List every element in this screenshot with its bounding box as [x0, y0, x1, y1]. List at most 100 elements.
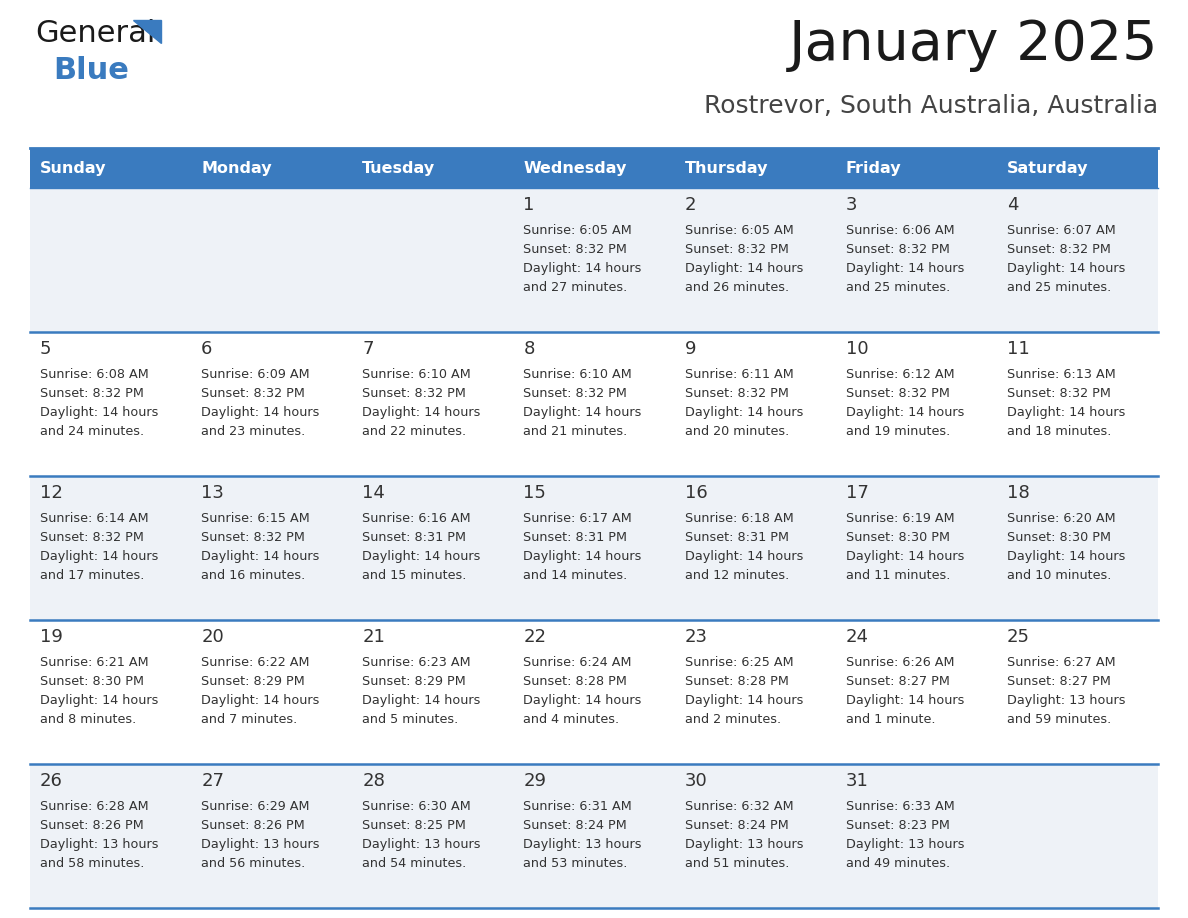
Text: Daylight: 14 hours: Daylight: 14 hours	[524, 406, 642, 419]
Text: Daylight: 14 hours: Daylight: 14 hours	[1007, 550, 1125, 563]
Text: and 19 minutes.: and 19 minutes.	[846, 425, 950, 438]
Text: Sunset: 8:28 PM: Sunset: 8:28 PM	[684, 675, 789, 688]
Text: Sunset: 8:32 PM: Sunset: 8:32 PM	[362, 387, 466, 400]
FancyBboxPatch shape	[353, 764, 513, 908]
Text: 24: 24	[846, 628, 868, 646]
Text: Daylight: 14 hours: Daylight: 14 hours	[684, 262, 803, 275]
Text: Daylight: 14 hours: Daylight: 14 hours	[362, 694, 481, 707]
Text: Daylight: 14 hours: Daylight: 14 hours	[1007, 406, 1125, 419]
Text: 10: 10	[846, 340, 868, 358]
Text: Sunset: 8:29 PM: Sunset: 8:29 PM	[201, 675, 305, 688]
Text: Monday: Monday	[201, 161, 272, 175]
Text: Sunrise: 6:19 AM: Sunrise: 6:19 AM	[846, 512, 954, 525]
Text: Sunrise: 6:28 AM: Sunrise: 6:28 AM	[40, 800, 148, 813]
Text: Sunrise: 6:13 AM: Sunrise: 6:13 AM	[1007, 368, 1116, 381]
Text: and 51 minutes.: and 51 minutes.	[684, 857, 789, 870]
Text: Sunrise: 6:07 AM: Sunrise: 6:07 AM	[1007, 224, 1116, 237]
Text: Sunrise: 6:05 AM: Sunrise: 6:05 AM	[524, 224, 632, 237]
Text: Sunrise: 6:15 AM: Sunrise: 6:15 AM	[201, 512, 310, 525]
FancyBboxPatch shape	[997, 188, 1158, 332]
Text: 22: 22	[524, 628, 546, 646]
FancyBboxPatch shape	[191, 332, 353, 476]
Text: 6: 6	[201, 340, 213, 358]
Text: Daylight: 14 hours: Daylight: 14 hours	[362, 406, 481, 419]
Text: Sunrise: 6:30 AM: Sunrise: 6:30 AM	[362, 800, 470, 813]
FancyBboxPatch shape	[675, 332, 835, 476]
Text: and 1 minute.: and 1 minute.	[846, 713, 935, 726]
Text: Rostrevor, South Australia, Australia: Rostrevor, South Australia, Australia	[703, 94, 1158, 118]
Text: and 23 minutes.: and 23 minutes.	[201, 425, 305, 438]
Text: Daylight: 13 hours: Daylight: 13 hours	[524, 838, 642, 851]
Text: and 10 minutes.: and 10 minutes.	[1007, 569, 1111, 582]
Text: Sunrise: 6:23 AM: Sunrise: 6:23 AM	[362, 656, 470, 669]
FancyBboxPatch shape	[30, 620, 191, 764]
Text: Daylight: 14 hours: Daylight: 14 hours	[524, 694, 642, 707]
Text: and 22 minutes.: and 22 minutes.	[362, 425, 467, 438]
Text: 1: 1	[524, 196, 535, 214]
Text: and 25 minutes.: and 25 minutes.	[846, 281, 950, 294]
FancyBboxPatch shape	[513, 148, 675, 188]
FancyBboxPatch shape	[191, 620, 353, 764]
FancyBboxPatch shape	[513, 188, 675, 332]
Text: Daylight: 14 hours: Daylight: 14 hours	[524, 262, 642, 275]
FancyBboxPatch shape	[675, 188, 835, 332]
Text: and 15 minutes.: and 15 minutes.	[362, 569, 467, 582]
Text: 3: 3	[846, 196, 858, 214]
Text: Sunset: 8:26 PM: Sunset: 8:26 PM	[40, 819, 144, 832]
Text: 25: 25	[1007, 628, 1030, 646]
Text: Sunrise: 6:27 AM: Sunrise: 6:27 AM	[1007, 656, 1116, 669]
Text: Sunrise: 6:10 AM: Sunrise: 6:10 AM	[524, 368, 632, 381]
Text: Sunset: 8:30 PM: Sunset: 8:30 PM	[1007, 531, 1111, 544]
Text: Sunrise: 6:08 AM: Sunrise: 6:08 AM	[40, 368, 148, 381]
Text: Sunrise: 6:26 AM: Sunrise: 6:26 AM	[846, 656, 954, 669]
FancyBboxPatch shape	[513, 476, 675, 620]
Text: Sunset: 8:23 PM: Sunset: 8:23 PM	[846, 819, 949, 832]
Text: Sunrise: 6:17 AM: Sunrise: 6:17 AM	[524, 512, 632, 525]
Text: Daylight: 13 hours: Daylight: 13 hours	[201, 838, 320, 851]
Text: 19: 19	[40, 628, 63, 646]
Text: Daylight: 14 hours: Daylight: 14 hours	[362, 550, 481, 563]
Text: 16: 16	[684, 484, 707, 502]
Text: 20: 20	[201, 628, 223, 646]
Text: Daylight: 13 hours: Daylight: 13 hours	[1007, 694, 1125, 707]
Text: Daylight: 14 hours: Daylight: 14 hours	[846, 262, 965, 275]
Text: Daylight: 14 hours: Daylight: 14 hours	[40, 694, 158, 707]
Text: 31: 31	[846, 772, 868, 790]
Text: Sunset: 8:32 PM: Sunset: 8:32 PM	[524, 243, 627, 256]
Text: Sunrise: 6:09 AM: Sunrise: 6:09 AM	[201, 368, 310, 381]
FancyBboxPatch shape	[353, 620, 513, 764]
Polygon shape	[133, 20, 162, 43]
FancyBboxPatch shape	[835, 476, 997, 620]
Text: 27: 27	[201, 772, 225, 790]
Text: Daylight: 13 hours: Daylight: 13 hours	[846, 838, 965, 851]
Text: Sunset: 8:32 PM: Sunset: 8:32 PM	[684, 387, 789, 400]
FancyBboxPatch shape	[513, 332, 675, 476]
Text: Sunrise: 6:33 AM: Sunrise: 6:33 AM	[846, 800, 954, 813]
FancyBboxPatch shape	[997, 620, 1158, 764]
FancyBboxPatch shape	[191, 148, 353, 188]
FancyBboxPatch shape	[675, 476, 835, 620]
Text: 11: 11	[1007, 340, 1030, 358]
FancyBboxPatch shape	[675, 620, 835, 764]
Text: Sunday: Sunday	[40, 161, 107, 175]
Text: and 54 minutes.: and 54 minutes.	[362, 857, 467, 870]
Text: Sunset: 8:25 PM: Sunset: 8:25 PM	[362, 819, 466, 832]
Text: 13: 13	[201, 484, 225, 502]
Text: Daylight: 14 hours: Daylight: 14 hours	[40, 550, 158, 563]
Text: Daylight: 14 hours: Daylight: 14 hours	[201, 550, 320, 563]
Text: 7: 7	[362, 340, 374, 358]
Text: Sunrise: 6:05 AM: Sunrise: 6:05 AM	[684, 224, 794, 237]
Text: 30: 30	[684, 772, 707, 790]
FancyBboxPatch shape	[353, 188, 513, 332]
Text: and 58 minutes.: and 58 minutes.	[40, 857, 145, 870]
Text: Sunrise: 6:11 AM: Sunrise: 6:11 AM	[684, 368, 794, 381]
Text: Sunset: 8:32 PM: Sunset: 8:32 PM	[40, 387, 144, 400]
Text: and 25 minutes.: and 25 minutes.	[1007, 281, 1111, 294]
Text: and 26 minutes.: and 26 minutes.	[684, 281, 789, 294]
FancyBboxPatch shape	[353, 148, 513, 188]
FancyBboxPatch shape	[835, 764, 997, 908]
Text: Daylight: 14 hours: Daylight: 14 hours	[40, 406, 158, 419]
FancyBboxPatch shape	[835, 188, 997, 332]
Text: Sunset: 8:24 PM: Sunset: 8:24 PM	[524, 819, 627, 832]
Text: 9: 9	[684, 340, 696, 358]
